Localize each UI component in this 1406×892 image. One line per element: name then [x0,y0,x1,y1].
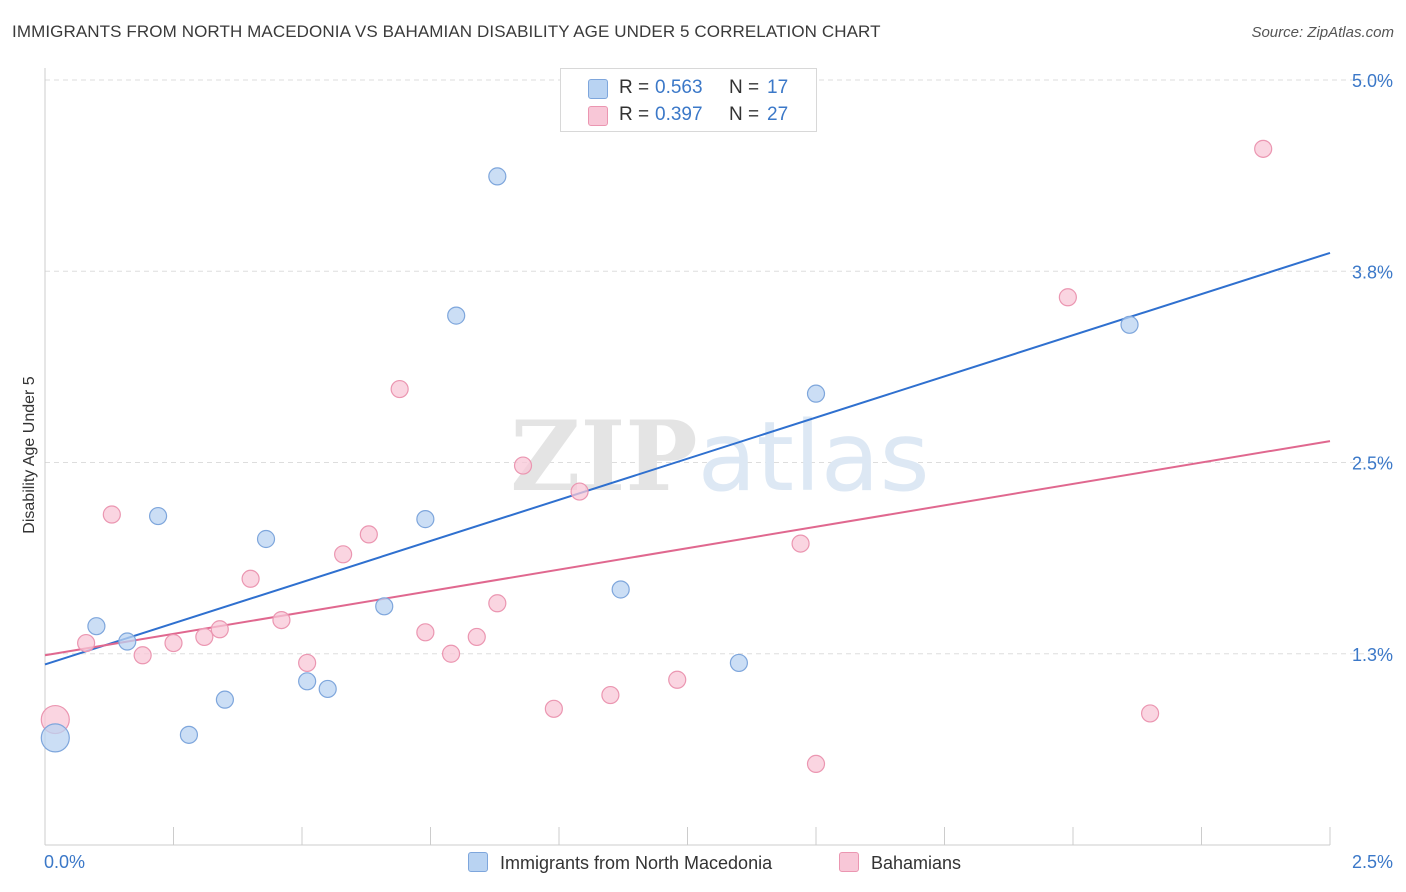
point-bahamians [513,456,533,475]
trendline-pink [44,440,1331,657]
point-north-macedonia [148,506,168,526]
point-bahamians [570,482,589,501]
legend-label-blue: Immigrants from North Macedonia [500,853,773,873]
legend-n-label: N = [729,77,760,98]
point-north-macedonia [118,632,137,651]
point-bahamians [1140,704,1160,723]
point-bahamians [441,644,461,663]
legend-swatch-blue [588,79,608,99]
x-tick-label-min: 0.0% [44,852,86,872]
legend-row-pink: R = 0.397 N = 27 [561,102,816,128]
correlation-legend: R = 0.563 N = 17 R = 0.397 N = 27 [560,68,817,132]
trendline-blue [44,251,1331,666]
point-north-macedonia [215,690,234,709]
series-legend: Immigrants from North Macedonia Bahamian… [0,850,1406,880]
point-bahamians [133,646,152,665]
point-north-macedonia [179,725,199,744]
point-north-macedonia [611,580,630,599]
point-north-macedonia [729,653,749,673]
source-credit: Source: ZipAtlas.com [1251,24,1394,41]
legend-swatch-pink [839,852,859,872]
legend-swatch-blue [468,852,488,872]
point-bahamians [390,379,409,399]
grid-layer [45,79,1390,655]
point-north-macedonia [318,679,337,699]
point-north-macedonia [447,306,466,325]
legend-item-pink: Bahamians [839,852,961,874]
point-north-macedonia [256,529,276,549]
legend-row-blue: R = 0.563 N = 17 [561,75,816,101]
legend-r-value: 0.397 [655,104,703,125]
y-tick-label: 3.8% [1352,262,1393,282]
watermark: ZIPatlas [510,400,929,513]
point-north-macedonia [1120,315,1139,334]
point-north-macedonia [298,672,317,691]
point-bahamians [102,505,121,524]
point-bahamians [77,633,96,653]
point-bahamians [1254,139,1273,158]
point-bahamians [272,610,291,630]
point-north-macedonia [806,384,826,403]
chart-title: IMMIGRANTS FROM NORTH MACEDONIA VS BAHAM… [12,22,881,41]
legend-swatch-pink [588,106,608,126]
point-bahamians [416,623,435,642]
point-bahamians [668,670,687,689]
point-bahamians [195,627,214,647]
trend-layer [44,251,1331,666]
watermark-layer: ZIPatlas [510,400,929,513]
y-axis-label: Disability Age Under 5 [21,376,38,534]
point-bahamians [467,627,486,647]
point-bahamians [164,633,183,653]
point-bahamians [241,569,260,588]
y-tick-label: 1.3% [1352,645,1393,665]
point-bahamians [601,685,620,705]
legend-item-blue: Immigrants from North Macedonia [468,852,772,874]
point-bahamians [210,620,229,639]
y-tick-label: 5.0% [1352,71,1393,91]
point-bahamians [1058,288,1077,307]
point-bahamians [298,653,317,673]
point-bahamians [806,754,826,774]
point-bahamians [544,699,563,718]
point-bahamians [334,545,353,564]
legend-r-label: R = [619,77,650,98]
point-bahamians [488,594,507,613]
point-north-macedonia [40,723,70,753]
point-north-macedonia [87,617,106,636]
legend-label-pink: Bahamians [871,853,962,873]
point-north-macedonia [488,167,507,186]
legend-n-value: 17 [767,77,789,98]
point-north-macedonia [375,597,394,616]
legend-r-label: R = [619,104,650,125]
y-tick-labels: 1.3% 2.5% 3.8% 5.0% [1352,71,1393,665]
point-north-macedonia [416,510,435,529]
points-layer [40,139,1273,774]
point-bahamians [791,534,810,553]
y-tick-label: 2.5% [1352,454,1393,474]
legend-n-label: N = [729,104,760,125]
point-bahamians [359,525,378,544]
legend-r-value: 0.563 [655,77,703,98]
x-tick-label-max: 2.5% [1352,852,1394,872]
legend-n-value: 27 [767,104,789,125]
